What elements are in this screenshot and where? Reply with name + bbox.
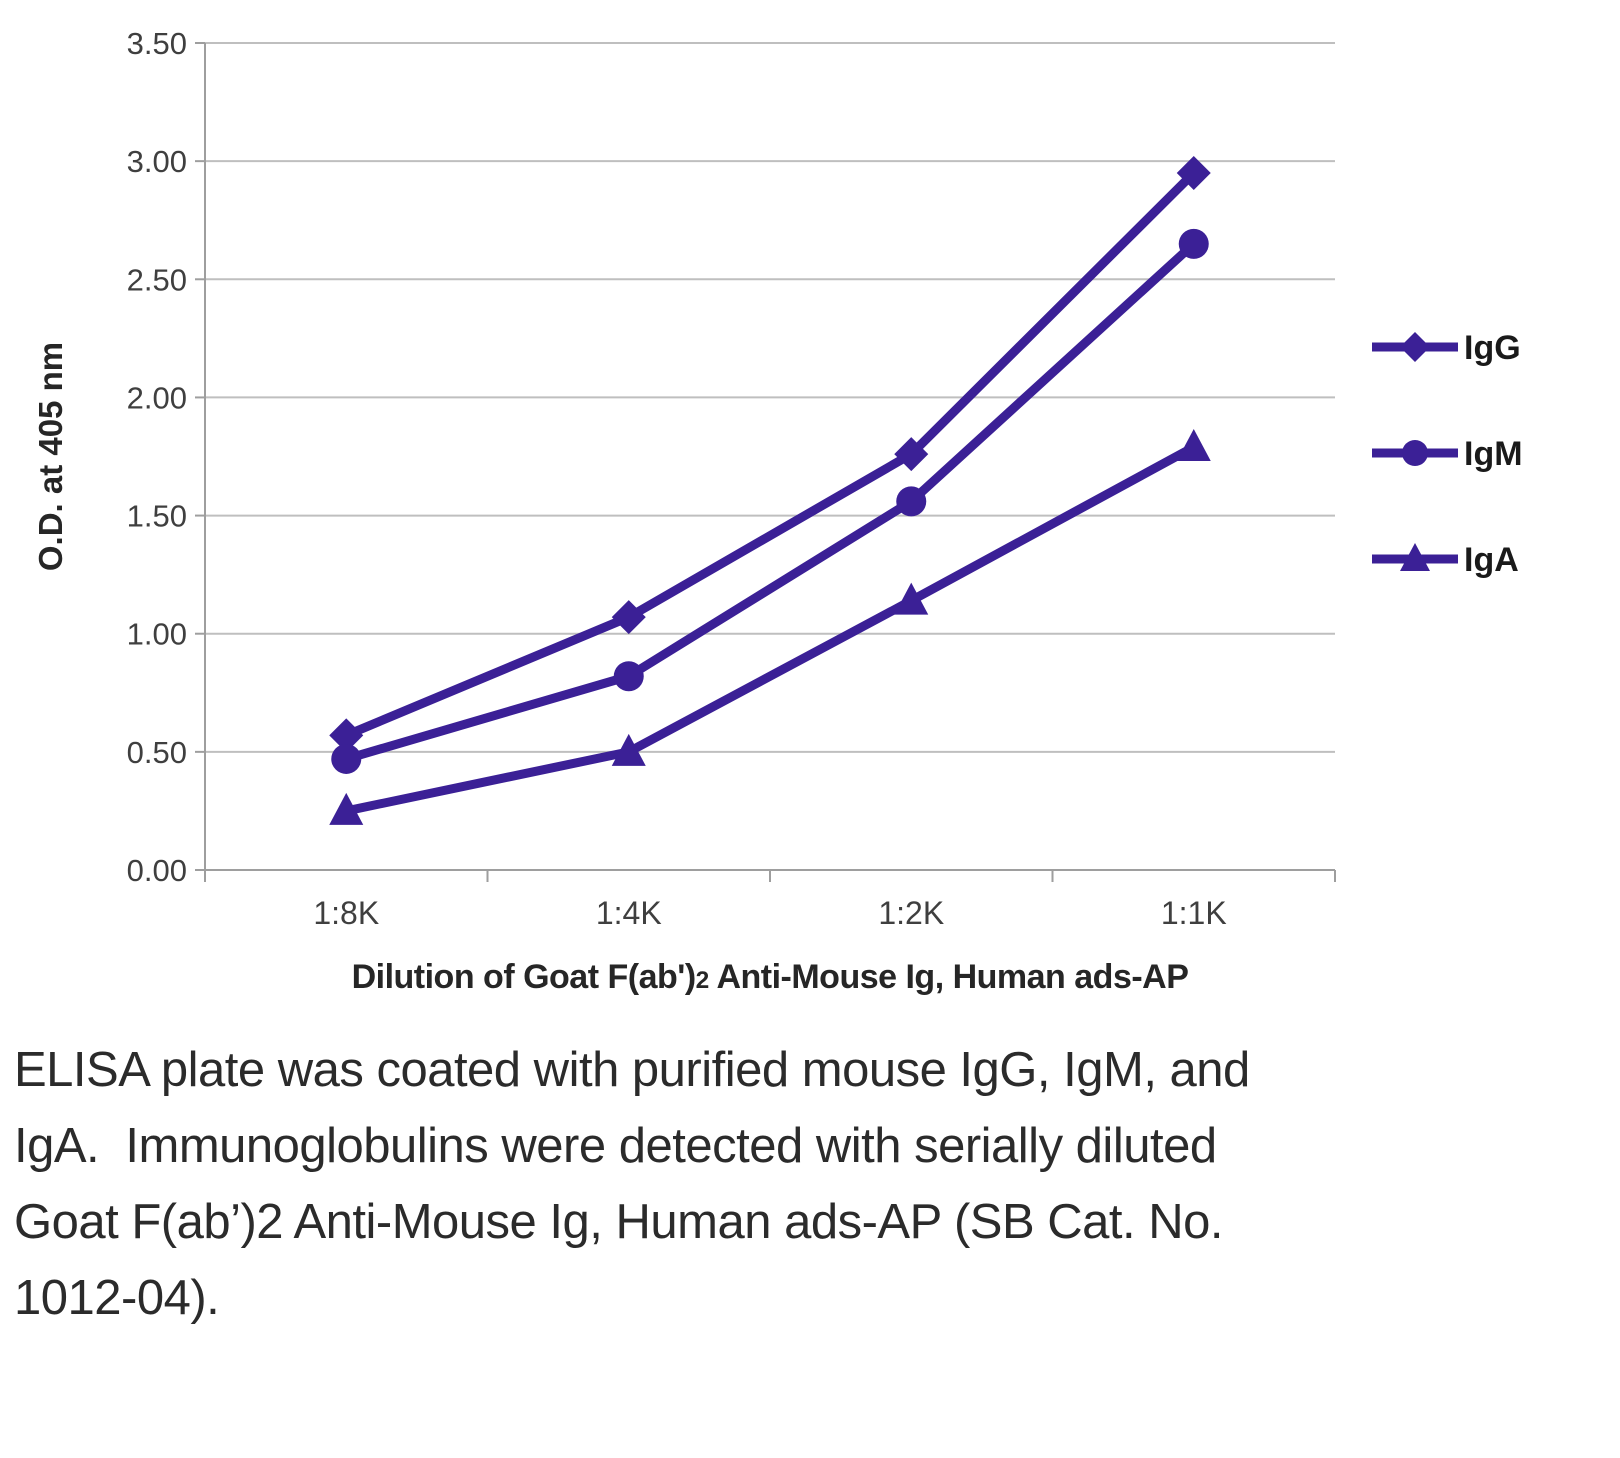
diamond-marker-icon [1400,332,1430,362]
chart-area: 0.00 0.50 1.00 1.50 2.00 2.50 3.00 3.50 1:8K 1:4K… [32,26,1523,931]
legend-entry-IgG: IgG [1372,329,1521,367]
circle-marker-icon [1178,228,1209,259]
circle-marker-icon [1402,440,1428,466]
y-tick-label: 0.50 [127,735,187,770]
legend-label: IgM [1464,435,1523,473]
legend-label: IgA [1464,541,1519,579]
legend: IgG IgM IgA [1372,329,1523,579]
diamond-marker-icon [611,600,646,635]
y-tick-label: 0.00 [127,853,187,888]
y-tick-label: 2.50 [127,262,187,297]
series-IgA [329,429,1211,825]
axis-ticks [195,42,1336,882]
circle-marker-icon [896,486,927,517]
legend-label: IgG [1464,329,1521,367]
y-tick-label: 3.00 [127,144,187,179]
circle-marker-icon [613,661,644,692]
x-axis-title-text: Dilution of Goat F(ab') [351,958,697,996]
elisa-line-chart: 0.00 0.50 1.00 1.50 2.00 2.50 3.00 3.50 1:8K 1:4K… [32,26,1523,931]
x-tick-label: 1:8K [313,895,379,931]
legend-entry-IgM: IgM [1372,435,1523,473]
diamond-marker-icon [1176,155,1211,190]
series-IgG [329,155,1211,753]
y-axis-title: O.D. at 405 nm [32,342,69,571]
gridlines [205,42,1335,871]
y-tick-label: 2.00 [127,380,187,415]
triangle-marker-icon [329,792,364,825]
triangle-marker-icon [611,733,646,766]
x-axis-title: Dilution of Goat F(ab')2 Anti-Mouse Ig, … [205,958,1335,997]
triangle-marker-icon [1176,429,1211,462]
x-tick-label: 1:4K [596,895,662,931]
x-tick-label: 1:2K [878,895,944,931]
x-axis-title-suffix: Anti-Mouse Ig, Human ads-AP [708,958,1189,996]
x-axis-title-subscript: 2 [695,967,710,994]
triangle-marker-icon [894,582,929,615]
series-IgM [331,228,1209,774]
diamond-marker-icon [894,437,929,472]
legend-entry-IgA: IgA [1372,541,1519,579]
triangle-marker-icon [1400,543,1430,571]
y-tick-label: 1.50 [127,499,187,534]
y-tick-label: 1.00 [127,617,187,652]
x-tick-label: 1:1K [1161,895,1227,931]
circle-marker-icon [331,743,362,774]
y-tick-label: 3.50 [127,26,187,61]
figure-caption: ELISA plate was coated with purified mou… [14,1043,1263,1325]
axis-tick-labels: 0.00 0.50 1.00 1.50 2.00 2.50 3.00 3.50 1:8K 1:4K… [127,26,1227,931]
diamond-marker-icon [329,718,364,753]
